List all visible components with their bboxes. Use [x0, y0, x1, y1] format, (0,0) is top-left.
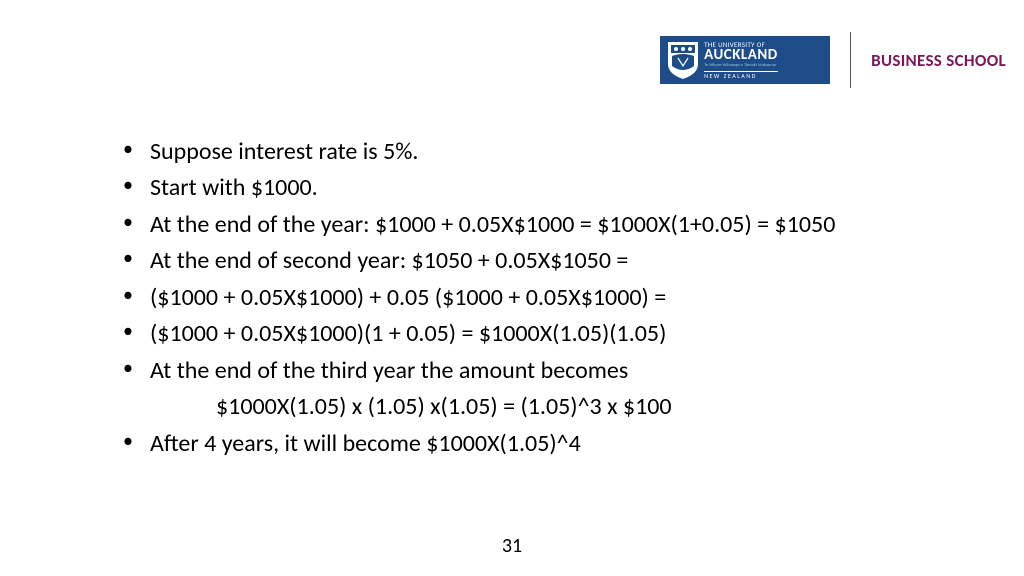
bullet-item: At the end of the year: $1000 + 0.05X$10…	[120, 207, 900, 243]
bullet-list: Suppose interest rate is 5%. Start with …	[120, 134, 900, 389]
slide-content: Suppose interest rate is 5%. Start with …	[120, 134, 900, 462]
bullet-item: After 4 years, it will become $1000X(1.0…	[120, 426, 900, 462]
bullet-item: Start with $1000.	[120, 170, 900, 206]
university-logo: THE UNIVERSITY OF AUCKLAND Te Whare Wāna…	[660, 36, 830, 84]
logo-text: THE UNIVERSITY OF AUCKLAND Te Whare Wāna…	[704, 41, 778, 79]
crest-icon	[666, 40, 700, 80]
bullet-item: At the end of second year: $1050 + 0.05X…	[120, 243, 900, 279]
header: THE UNIVERSITY OF AUCKLAND Te Whare Wāna…	[660, 32, 1006, 88]
bullet-item: Suppose interest rate is 5%.	[120, 134, 900, 170]
logo-line4: NEW ZEALAND	[704, 71, 778, 79]
bullet-list-after: After 4 years, it will become $1000X(1.0…	[120, 426, 900, 462]
logo-line2: AUCKLAND	[704, 48, 778, 63]
bullet-item: At the end of the third year the amount …	[120, 353, 900, 389]
header-divider	[850, 32, 851, 88]
page-number: 31	[0, 534, 1024, 558]
slide: THE UNIVERSITY OF AUCKLAND Te Whare Wāna…	[0, 0, 1024, 576]
bullet-item: ($1000 + 0.05X$1000)(1 + 0.05) = $1000X(…	[120, 316, 900, 352]
bullet-item: ($1000 + 0.05X$1000) + 0.05 ($1000 + 0.0…	[120, 280, 900, 316]
logo-line3: Te Whare Wānanga o Tāmaki Makaurau	[704, 64, 778, 69]
indented-equation: $1000X(1.05) x (1.05) x(1.05) = (1.05)^3…	[120, 389, 900, 425]
business-school-label: BUSINESS SCHOOL	[871, 50, 1006, 71]
